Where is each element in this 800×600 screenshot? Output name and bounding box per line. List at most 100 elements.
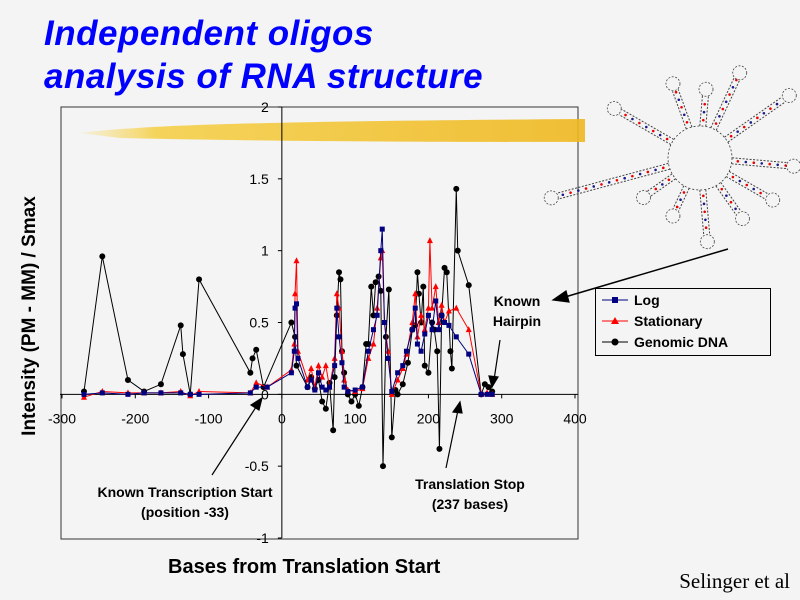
data-point bbox=[337, 276, 344, 283]
base-pair bbox=[738, 179, 742, 183]
data-point bbox=[453, 304, 460, 311]
data-point bbox=[319, 373, 326, 380]
helix-strand bbox=[557, 162, 669, 194]
data-point bbox=[326, 384, 332, 390]
data-point bbox=[177, 322, 184, 329]
base-pair bbox=[645, 125, 648, 129]
arrowhead bbox=[249, 396, 263, 411]
data-point bbox=[341, 384, 347, 390]
data-point bbox=[381, 320, 387, 325]
data-point bbox=[288, 319, 295, 326]
base-pair bbox=[675, 205, 679, 209]
base-pair bbox=[569, 191, 572, 194]
data-point bbox=[394, 376, 401, 383]
data-point bbox=[295, 355, 301, 361]
data-point bbox=[141, 390, 147, 396]
base-pair bbox=[759, 191, 762, 195]
x-tick-label: 200 bbox=[417, 410, 441, 426]
data-point bbox=[375, 273, 382, 280]
data-point bbox=[312, 387, 318, 393]
data-point bbox=[399, 381, 406, 388]
data-point bbox=[465, 282, 472, 289]
arrowhead bbox=[551, 290, 570, 303]
base-pair bbox=[736, 160, 740, 163]
base-pair bbox=[749, 121, 753, 124]
base-pair bbox=[674, 90, 678, 94]
data-point bbox=[442, 320, 448, 325]
data-point bbox=[348, 398, 355, 405]
x-axis-label: Bases from Translation Start bbox=[168, 556, 441, 578]
data-point bbox=[484, 391, 490, 397]
base-pair bbox=[661, 183, 664, 186]
data-point bbox=[394, 391, 401, 398]
data-point bbox=[434, 348, 441, 355]
base-pair bbox=[658, 133, 662, 137]
legend-item-genomic-dna: Genomic DNA bbox=[596, 331, 770, 352]
data-point bbox=[445, 307, 452, 314]
data-point bbox=[425, 369, 432, 376]
data-point bbox=[420, 283, 427, 290]
data-point bbox=[341, 376, 348, 383]
annotation-text: Known Transcription Start bbox=[97, 484, 273, 500]
base-pair bbox=[665, 137, 669, 141]
y-tick-label: 0.5 bbox=[249, 315, 269, 331]
title-line-2: analysis of RNA structure bbox=[44, 57, 484, 96]
data-point bbox=[429, 327, 435, 333]
data-point bbox=[414, 341, 420, 347]
circle-marker-icon bbox=[602, 338, 628, 345]
data-point bbox=[446, 322, 452, 328]
data-point bbox=[333, 290, 340, 297]
data-point bbox=[418, 311, 425, 318]
y-axis-label: Intensity (PM - MM) / Smax bbox=[19, 196, 40, 436]
helix-strand bbox=[724, 96, 783, 138]
base-pair bbox=[631, 174, 634, 178]
series-line bbox=[83, 188, 493, 467]
data-point bbox=[466, 351, 472, 357]
helix-strand bbox=[705, 189, 711, 235]
data-point bbox=[316, 370, 321, 376]
data-point bbox=[403, 348, 409, 354]
data-point bbox=[359, 384, 365, 390]
data-point bbox=[125, 391, 131, 397]
hairpin-loop bbox=[636, 190, 651, 205]
base-pair bbox=[752, 161, 756, 165]
data-point bbox=[247, 369, 254, 376]
data-point bbox=[436, 445, 443, 452]
base-pair bbox=[775, 102, 779, 106]
base-pair bbox=[685, 120, 689, 124]
base-pair bbox=[654, 187, 658, 191]
data-point bbox=[253, 384, 259, 390]
base-pair bbox=[682, 113, 686, 117]
data-point bbox=[319, 384, 325, 390]
base-pair bbox=[607, 181, 611, 184]
hairpin-loop bbox=[699, 234, 715, 250]
data-point bbox=[414, 269, 421, 276]
data-point bbox=[315, 362, 322, 369]
data-point bbox=[409, 319, 416, 325]
data-point bbox=[447, 348, 454, 355]
helix-strand bbox=[727, 101, 786, 143]
base-pair bbox=[745, 183, 749, 187]
chart-legend: Log Stationary Genomic DNA bbox=[595, 288, 771, 356]
data-point bbox=[389, 388, 395, 394]
data-point bbox=[331, 374, 338, 381]
hairpin-loop bbox=[665, 76, 681, 92]
base-pair bbox=[769, 107, 772, 110]
hairpin-loop bbox=[786, 158, 800, 174]
data-point bbox=[478, 391, 484, 397]
data-point bbox=[293, 362, 300, 369]
base-pair bbox=[734, 207, 737, 211]
base-pair bbox=[661, 166, 665, 170]
y-tick-label: 2 bbox=[261, 99, 269, 115]
helix-strand bbox=[732, 157, 787, 164]
data-point bbox=[432, 283, 439, 290]
hairpin-annotation: Known Hairpin bbox=[482, 291, 552, 331]
data-point bbox=[355, 402, 362, 409]
base-pair bbox=[651, 129, 655, 133]
hairpin-arrow bbox=[493, 339, 501, 381]
data-point bbox=[425, 312, 431, 318]
helix-strand bbox=[699, 95, 703, 126]
base-pair bbox=[631, 117, 634, 121]
base-pair bbox=[592, 185, 596, 188]
